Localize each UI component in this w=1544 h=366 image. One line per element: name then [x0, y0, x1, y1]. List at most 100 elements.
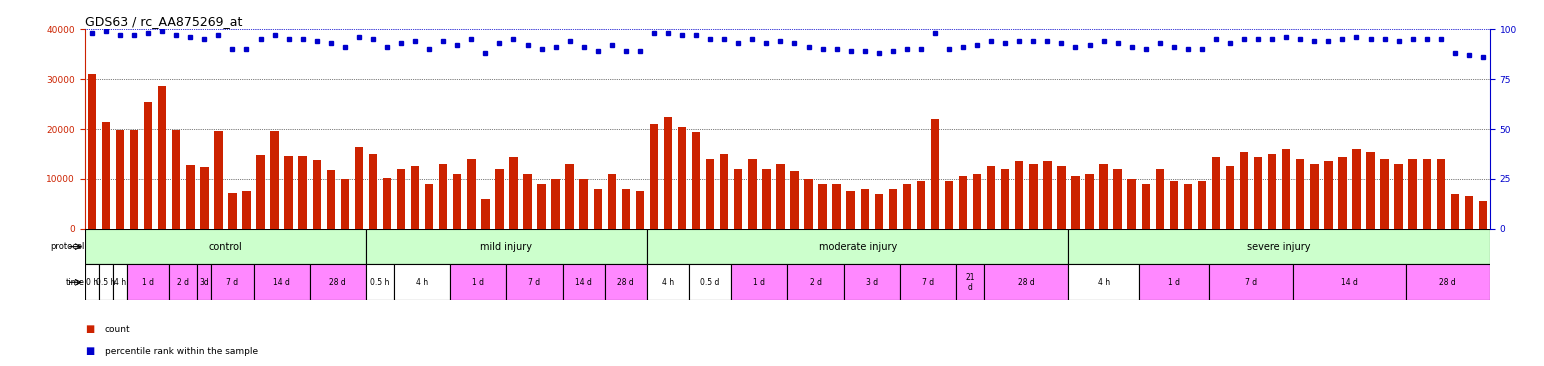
- Bar: [843, 265, 900, 300]
- Bar: [860, 189, 869, 229]
- Bar: [1282, 149, 1291, 229]
- Bar: [733, 169, 743, 229]
- Text: 3 d: 3 d: [866, 278, 879, 287]
- Bar: [482, 199, 489, 229]
- Bar: [1405, 265, 1490, 300]
- Bar: [1294, 265, 1405, 300]
- Bar: [369, 154, 377, 229]
- Bar: [1155, 169, 1164, 229]
- Bar: [1209, 265, 1294, 300]
- Text: 1 d: 1 d: [1167, 278, 1180, 287]
- Bar: [900, 265, 956, 300]
- Text: moderate injury: moderate injury: [818, 242, 897, 252]
- Bar: [85, 265, 99, 300]
- Bar: [452, 174, 462, 229]
- Text: 14 d: 14 d: [576, 278, 593, 287]
- Bar: [593, 189, 602, 229]
- Bar: [1184, 184, 1192, 229]
- Text: GDS63 / rc_AA875269_at: GDS63 / rc_AA875269_at: [85, 15, 242, 28]
- Bar: [650, 124, 658, 229]
- Bar: [397, 169, 405, 229]
- Bar: [846, 191, 855, 229]
- Bar: [749, 159, 757, 229]
- Text: ■: ■: [85, 324, 94, 335]
- Bar: [903, 184, 911, 229]
- Bar: [636, 191, 644, 229]
- Bar: [818, 184, 826, 229]
- Bar: [1366, 152, 1374, 229]
- Text: count: count: [105, 325, 131, 334]
- Bar: [605, 265, 647, 300]
- Bar: [1268, 154, 1277, 229]
- Bar: [312, 160, 321, 229]
- Bar: [253, 265, 310, 300]
- Bar: [355, 146, 363, 229]
- Text: 28 d: 28 d: [329, 278, 346, 287]
- Bar: [1113, 169, 1122, 229]
- Bar: [537, 184, 545, 229]
- Bar: [130, 130, 139, 229]
- Bar: [215, 131, 222, 229]
- Text: 7 d: 7 d: [1244, 278, 1257, 287]
- Text: percentile rank within the sample: percentile rank within the sample: [105, 347, 258, 356]
- Bar: [1353, 149, 1360, 229]
- Bar: [1138, 265, 1209, 300]
- Text: 14 d: 14 d: [1342, 278, 1357, 287]
- Bar: [1141, 184, 1150, 229]
- Bar: [116, 130, 124, 229]
- Bar: [664, 117, 672, 229]
- Text: 4 h: 4 h: [1098, 278, 1110, 287]
- Text: 1 d: 1 d: [472, 278, 485, 287]
- Text: 2 d: 2 d: [809, 278, 821, 287]
- Bar: [565, 164, 574, 229]
- Bar: [1325, 161, 1332, 229]
- Bar: [973, 174, 982, 229]
- Bar: [1479, 201, 1487, 229]
- Text: 28 d: 28 d: [618, 278, 635, 287]
- Bar: [1001, 169, 1010, 229]
- Text: 7 d: 7 d: [528, 278, 540, 287]
- Bar: [1295, 159, 1305, 229]
- Bar: [298, 156, 307, 229]
- Bar: [579, 179, 588, 229]
- Bar: [170, 265, 198, 300]
- Text: 2 d: 2 d: [178, 278, 190, 287]
- Bar: [270, 131, 279, 229]
- Bar: [622, 189, 630, 229]
- Bar: [310, 265, 366, 300]
- Bar: [510, 157, 517, 229]
- Bar: [1068, 229, 1490, 265]
- Bar: [201, 168, 208, 229]
- Bar: [366, 265, 394, 300]
- Bar: [1127, 179, 1136, 229]
- Bar: [945, 182, 953, 229]
- Bar: [763, 169, 770, 229]
- Text: severe injury: severe injury: [1248, 242, 1311, 252]
- Bar: [1422, 159, 1431, 229]
- Bar: [787, 265, 843, 300]
- Bar: [706, 159, 715, 229]
- Bar: [394, 265, 451, 300]
- Bar: [1311, 164, 1319, 229]
- Bar: [1451, 194, 1459, 229]
- Bar: [327, 170, 335, 229]
- Bar: [229, 193, 236, 229]
- Bar: [647, 229, 1068, 265]
- Bar: [242, 191, 250, 229]
- Bar: [1380, 159, 1388, 229]
- Bar: [1408, 159, 1417, 229]
- Text: 28 d: 28 d: [1017, 278, 1034, 287]
- Bar: [791, 171, 798, 229]
- Bar: [984, 265, 1068, 300]
- Bar: [383, 178, 391, 229]
- Bar: [551, 179, 560, 229]
- Bar: [874, 194, 883, 229]
- Bar: [284, 156, 293, 229]
- Bar: [1212, 157, 1220, 229]
- Bar: [256, 155, 264, 229]
- Bar: [959, 176, 967, 229]
- Text: time: time: [66, 278, 85, 287]
- Text: 14 d: 14 d: [273, 278, 290, 287]
- Bar: [1170, 182, 1178, 229]
- Bar: [608, 174, 616, 229]
